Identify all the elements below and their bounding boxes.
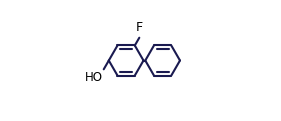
Text: F: F (136, 21, 143, 34)
Text: HO: HO (85, 72, 103, 84)
